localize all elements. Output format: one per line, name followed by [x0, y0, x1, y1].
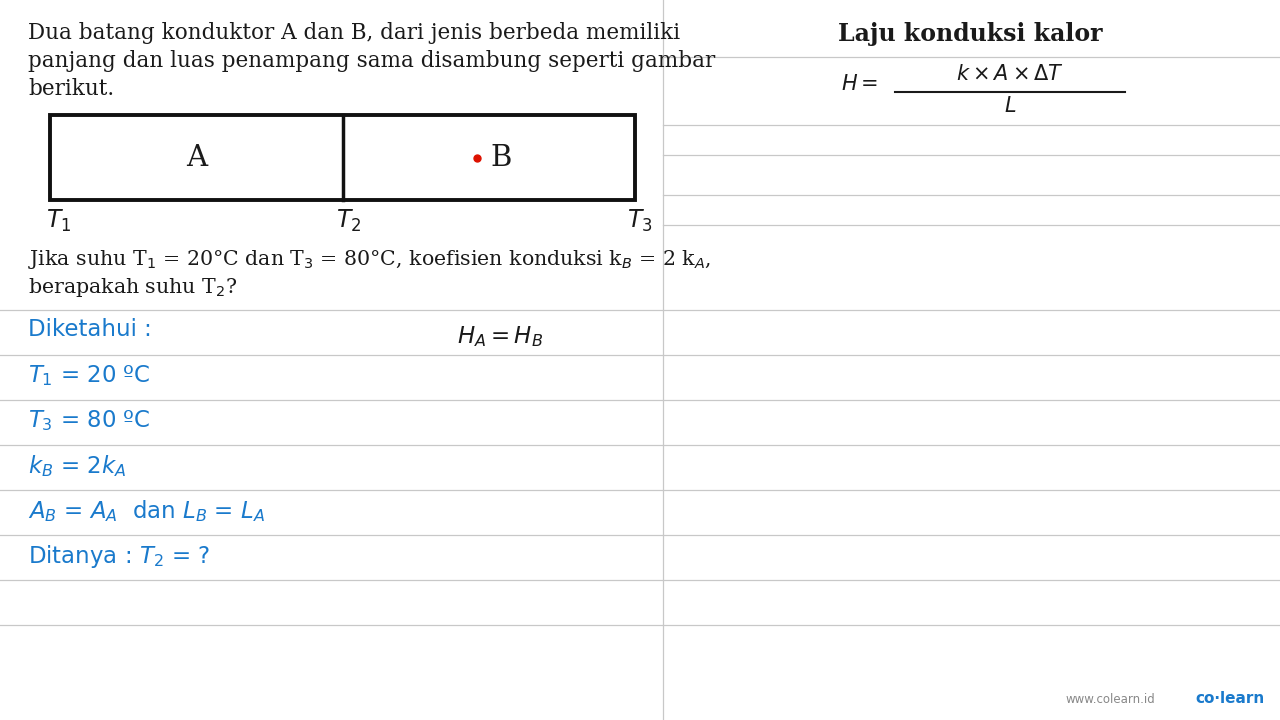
Bar	[50, 115, 635, 200]
Text: $T_1$ = 20 ºC: $T_1$ = 20 ºC	[28, 363, 150, 388]
Text: $H =$: $H =$	[841, 74, 878, 94]
Text: berikut.: berikut.	[28, 78, 114, 100]
Text: $T_1$: $T_1$	[46, 208, 72, 234]
Text: berapakah suhu T$_2$?: berapakah suhu T$_2$?	[28, 276, 237, 299]
Text: $T_2$: $T_2$	[337, 208, 362, 234]
Text: $A_B$ = $A_A$  dan $L_B$ = $L_A$: $A_B$ = $A_A$ dan $L_B$ = $L_A$	[28, 498, 265, 524]
Text: $H_A = H_B$: $H_A = H_B$	[457, 324, 543, 349]
Text: panjang dan luas penampang sama disambung seperti gambar: panjang dan luas penampang sama disambun…	[28, 50, 716, 72]
Text: $k_B$ = 2$k_A$: $k_B$ = 2$k_A$	[28, 453, 127, 479]
Text: B: B	[490, 143, 512, 171]
Text: Diketahui :: Diketahui :	[28, 318, 152, 341]
Text: A: A	[186, 143, 207, 171]
Text: $T_3$: $T_3$	[627, 208, 653, 234]
Text: co·learn: co·learn	[1196, 691, 1265, 706]
Text: Jika suhu T$_1$ = 20°C dan T$_3$ = 80°C, koefisien konduksi k$_B$ = 2 k$_A$,: Jika suhu T$_1$ = 20°C dan T$_3$ = 80°C,…	[28, 248, 712, 271]
Text: Ditanya : $T_2$ = ?: Ditanya : $T_2$ = ?	[28, 543, 210, 570]
Text: Laju konduksi kalor: Laju konduksi kalor	[837, 22, 1102, 46]
Text: Dua batang konduktor A dan B, dari jenis berbeda memiliki: Dua batang konduktor A dan B, dari jenis…	[28, 22, 680, 44]
Text: $k \times A \times \Delta T$: $k \times A \times \Delta T$	[956, 64, 1064, 84]
Text: $T_3$ = 80 ºC: $T_3$ = 80 ºC	[28, 408, 150, 433]
Text: $L$: $L$	[1004, 96, 1016, 116]
Text: www.colearn.id: www.colearn.id	[1065, 693, 1155, 706]
